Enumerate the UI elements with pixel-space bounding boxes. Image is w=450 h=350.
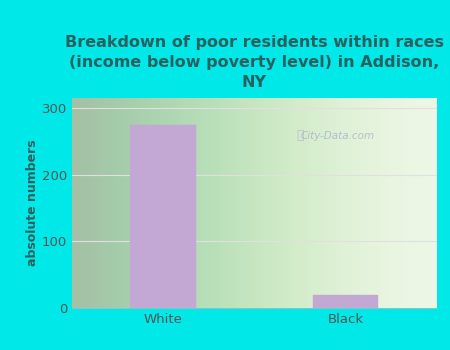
Bar [130, 125, 196, 308]
Text: ⦿: ⦿ [296, 129, 304, 142]
Y-axis label: absolute numbers: absolute numbers [26, 140, 39, 266]
Title: Breakdown of poor residents within races
(income below poverty level) in Addison: Breakdown of poor residents within races… [65, 35, 444, 90]
Text: City-Data.com: City-Data.com [301, 131, 375, 141]
Bar [313, 295, 378, 308]
